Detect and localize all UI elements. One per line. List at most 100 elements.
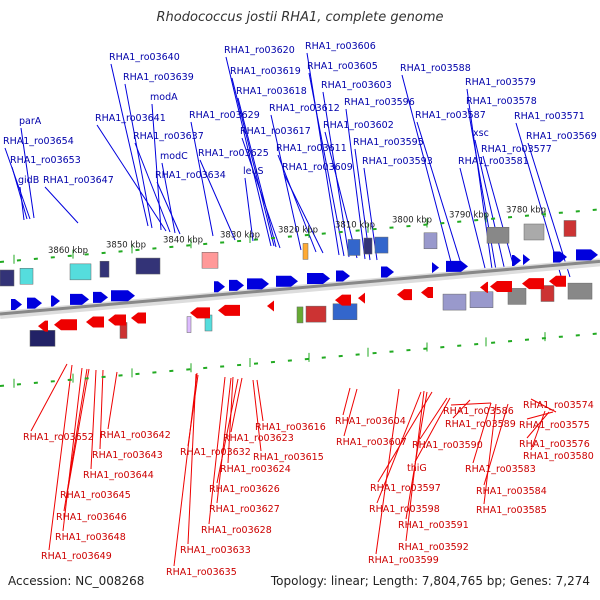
kbp-scale-label: 3840 kbp [163,236,203,246]
reverse-gene-label: RHA1_ro03592 [398,542,469,553]
forward-gene-connector [151,103,162,231]
reverse-gene-connector [472,402,492,464]
forward-gene-label: RHA1_ro03618 [236,86,307,97]
forward-gene-arrow [432,262,439,274]
forward-gene-label: RHA1_ro03587 [415,110,486,121]
forward-gene-label: RHA1_ro03606 [305,41,376,52]
reverse-feature-block [332,303,358,321]
kbp-scale-label: 3850 kbp [106,241,146,251]
reverse-gene-arrow [54,319,77,331]
forward-gene-arrow [214,281,225,293]
reverse-gene-connector [526,411,554,420]
forward-gene-label: RHA1_ro03612 [269,103,340,114]
forward-gene-label: gidB [18,175,39,186]
kbp-scale-label: 3800 kbp [392,216,432,226]
forward-gene-arrow [229,279,244,291]
forward-gene-label: RHA1_ro03579 [465,77,536,88]
forward-gene-connector [225,56,272,247]
kbp-scale-label: 3830 kbp [220,231,260,241]
reverse-gene-label: RHA1_ro03632 [180,447,251,458]
reverse-gene-label: RHA1_ro03604 [335,416,406,427]
forward-gene-connector [306,52,340,256]
reverse-gene-connector [99,369,104,450]
reverse-feature-block [469,291,494,308]
reverse-gene-arrow [190,307,210,319]
forward-feature-block [0,269,15,287]
reverse-gene-label: RHA1_ro03642 [100,430,171,441]
forward-feature-block [19,267,34,285]
forward-gene-connector [401,74,453,267]
forward-gene-label: RHA1_ro03581 [458,156,529,167]
genome-backbone [0,259,600,316]
forward-feature-block [563,220,577,237]
forward-gene-label: RHA1_ro03617 [240,126,311,137]
genome-title: Rhodococcus jostii RHA1, complete genome [156,10,444,25]
forward-gene-arrow [576,249,598,261]
reverse-gene-connector [187,373,197,545]
reverse-gene-arrow [108,314,126,326]
forward-gene-arrow [51,295,60,307]
forward-feature-block [135,257,161,275]
forward-feature-block [374,236,389,254]
forward-gene-label: RHA1_ro03611 [276,143,347,154]
reverse-feature-block [442,293,467,311]
reverse-gene-label: RHA1_ro03586 [443,406,514,417]
kbp-scale-label: 3820 kbp [278,226,318,236]
reverse-gene-label: RHA1_ro03575 [519,420,590,431]
forward-gene-arrow [111,290,135,302]
reverse-gene-connector [67,368,90,490]
forward-gene-label: leuS [243,166,264,177]
forward-gene-connector [324,131,358,259]
genome-summary: Topology: linear; Length: 7,804,765 bp; … [270,574,590,588]
forward-gene-label: modA [150,92,178,103]
forward-gene-connector [190,121,214,237]
reverse-gene-connector [107,371,118,430]
forward-gene-label: RHA1_ro03641 [95,113,166,124]
forward-feature-block [302,243,309,260]
reverse-gene-connector [343,388,358,437]
forward-gene-label: RHA1_ro03625 [198,148,269,159]
reverse-gene-arrow [218,304,240,316]
forward-gene-label: RHA1_ro03578 [466,96,537,107]
reverse-gene-label: thiG [407,463,427,474]
forward-gene-connector [20,127,35,219]
kbp-scale-label: 3860 kbp [48,246,88,256]
forward-gene-arrow [247,278,269,290]
forward-gene-arrow [11,299,22,311]
reverse-gene-connector [230,377,243,433]
reverse-gene-arrow [267,300,274,312]
reverse-gene-connector [227,376,234,464]
forward-gene-label: RHA1_ro03595 [353,137,424,148]
forward-gene-connector [237,97,277,248]
forward-gene-connector [44,186,79,224]
forward-gene-arrow [276,275,298,287]
reverse-gene-connector [216,378,239,484]
forward-gene-label: RHA1_ro03593 [362,156,433,167]
reverse-gene-connector [450,402,492,406]
reverse-gene-label: RHA1_ro03599 [368,555,439,566]
forward-gene-label: RHA1_ro03629 [189,110,260,121]
reverse-gene-label: RHA1_ro03607 [336,437,407,448]
forward-gene-arrow [381,266,394,278]
reverse-gene-label: RHA1_ro03626 [209,484,280,495]
reverse-gene-label: RHA1_ro03597 [370,483,441,494]
forward-gene-label: RHA1_ro03569 [526,131,597,142]
forward-gene-connector [161,162,176,234]
reverse-gene-label: RHA1_ro03583 [465,464,536,475]
reverse-gene-connector [376,391,422,504]
reverse-gene-label: RHA1_ro03584 [476,486,547,497]
reverse-feature-block [29,330,56,347]
reverse-gene-label: RHA1_ro03652 [23,432,94,443]
forward-gene-connector [11,166,28,220]
forward-feature-block [99,260,110,278]
forward-gene-connector [96,124,167,232]
forward-gene-label: RHA1_ro03619 [230,66,301,77]
reverse-gene-label: RHA1_ro03646 [56,512,127,523]
reverse-gene-connector [30,363,68,432]
reverse-gene-connector [414,397,451,463]
forward-gene-label: RHA1_ro03603 [321,80,392,91]
reverse-gene-connector [62,367,83,532]
forward-gene-label: RHA1_ro03654 [3,136,74,147]
reverse-feature-block [507,288,527,305]
